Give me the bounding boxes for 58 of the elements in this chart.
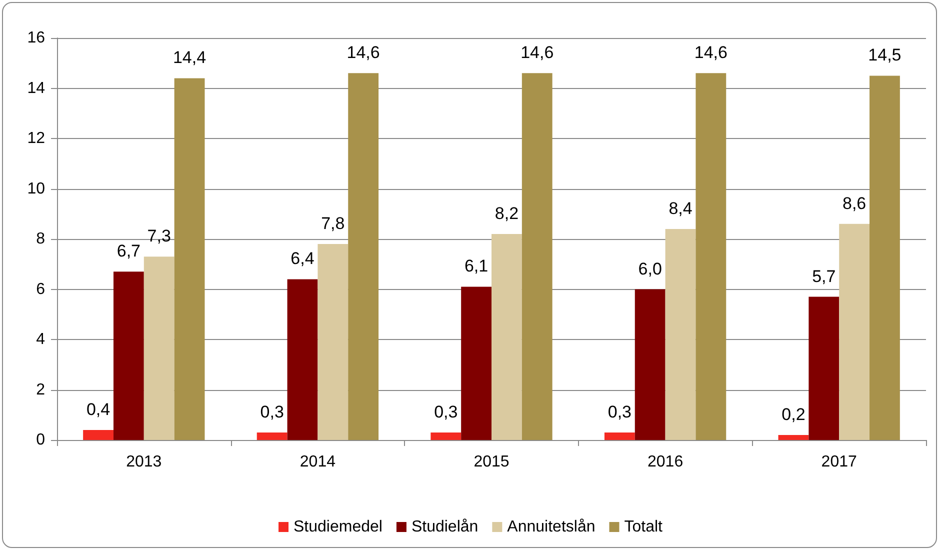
bar [839, 224, 870, 440]
bar [430, 432, 462, 440]
y-tick-label: 2 [36, 381, 46, 398]
y-tick-label: 14 [27, 80, 46, 97]
legend-label: Studielån [411, 518, 478, 536]
x-tick-label: 2016 [648, 454, 684, 470]
data-label: 5,7 [812, 266, 836, 286]
data-label: 14,5 [868, 46, 902, 65]
data-label: 14,4 [172, 48, 206, 68]
y-tick-label: 8 [36, 230, 46, 248]
bar [778, 434, 809, 440]
legend-label: Annuitetslån [507, 518, 596, 536]
data-label: 6,1 [464, 256, 488, 276]
data-label: 0,3 [260, 402, 284, 422]
bar [604, 432, 635, 440]
bar [696, 73, 726, 440]
x-tick-label: 2015 [474, 454, 510, 470]
bar [634, 289, 666, 440]
data-label: 8,2 [494, 204, 519, 223]
data-label: 0,3 [434, 402, 458, 422]
bar [144, 256, 174, 440]
x-tick-label: 2013 [126, 454, 162, 470]
legend-label: Totalt [624, 518, 664, 536]
y-tick-label: 10 [27, 180, 46, 198]
y-tick-label: 6 [36, 280, 46, 298]
bar [256, 432, 288, 440]
y-tick-label: 16 [27, 30, 46, 46]
data-label: 14,6 [346, 43, 380, 62]
data-label: 6,0 [638, 259, 662, 278]
y-tick-label: 4 [36, 331, 46, 348]
data-label: 6,4 [290, 249, 314, 268]
data-label: 0,3 [608, 402, 632, 422]
bar [461, 286, 492, 440]
bar [808, 296, 840, 440]
bar [522, 73, 552, 440]
data-label: 14,6 [520, 43, 554, 62]
data-label: 7,8 [321, 214, 345, 234]
data-label: 14,6 [694, 43, 728, 62]
bar [83, 430, 114, 440]
legend-label: Studiemedel [294, 518, 382, 536]
bar [492, 234, 522, 440]
y-tick-label: 12 [27, 130, 46, 147]
bar [174, 78, 205, 440]
x-tick-label: 2017 [821, 454, 857, 470]
bar [665, 228, 696, 440]
data-label: 8,6 [842, 194, 866, 213]
bar [348, 73, 379, 440]
data-label: 8,4 [668, 198, 692, 218]
y-tick-label: 0 [36, 432, 46, 448]
bar [287, 279, 318, 440]
x-tick-label: 2014 [300, 454, 336, 470]
bar [870, 76, 900, 440]
data-label: 6,7 [116, 242, 141, 261]
bar [113, 272, 144, 440]
data-label: 7,3 [147, 226, 171, 246]
data-label: 0,2 [782, 404, 806, 424]
data-label: 0,4 [86, 400, 110, 419]
bar [318, 244, 348, 440]
